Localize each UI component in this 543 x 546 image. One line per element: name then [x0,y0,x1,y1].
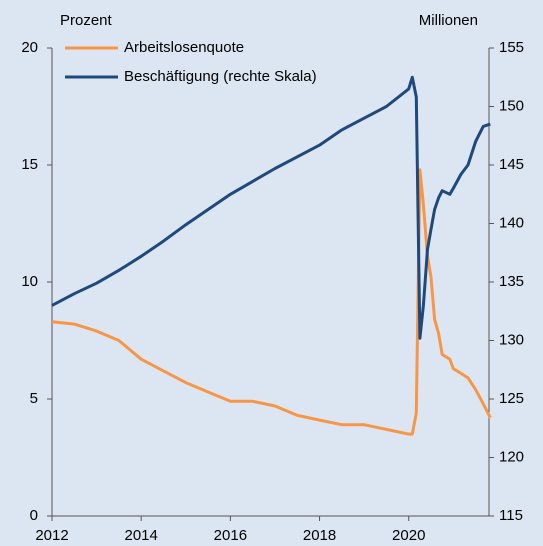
y-tick-label: 15 [21,156,38,173]
series-line [51,168,492,436]
y-tick-label: 5 [30,390,38,407]
y2-tick-label: 125 [499,390,524,407]
y2-tick-label: 115 [499,507,523,524]
x-tick-label: 2018 [303,527,336,544]
legend-label: Arbeitslosenquote [124,39,244,56]
y2-tick-label: 150 [499,97,524,114]
x-tick-label: 2012 [35,527,68,544]
x-tick-label: 2014 [124,527,157,544]
x-tick-label: 2016 [214,527,247,544]
legend-label: Beschäftigung (rechte Skala) [124,68,317,85]
y-tick-label: 20 [21,39,38,56]
x-tick-label: 2020 [392,527,425,544]
y2-tick-label: 145 [499,156,524,173]
y-axis-label: Prozent [60,12,113,29]
y2-tick-label: 120 [499,448,524,465]
y2-axis-label: Millionen [419,12,478,29]
series-line [51,75,491,340]
y-tick-label: 0 [30,507,38,524]
y-tick-label: 10 [21,273,38,290]
y2-tick-label: 135 [499,273,524,290]
y2-tick-label: 155 [499,39,524,56]
y2-tick-label: 130 [499,331,524,348]
y2-tick-label: 140 [499,214,524,231]
